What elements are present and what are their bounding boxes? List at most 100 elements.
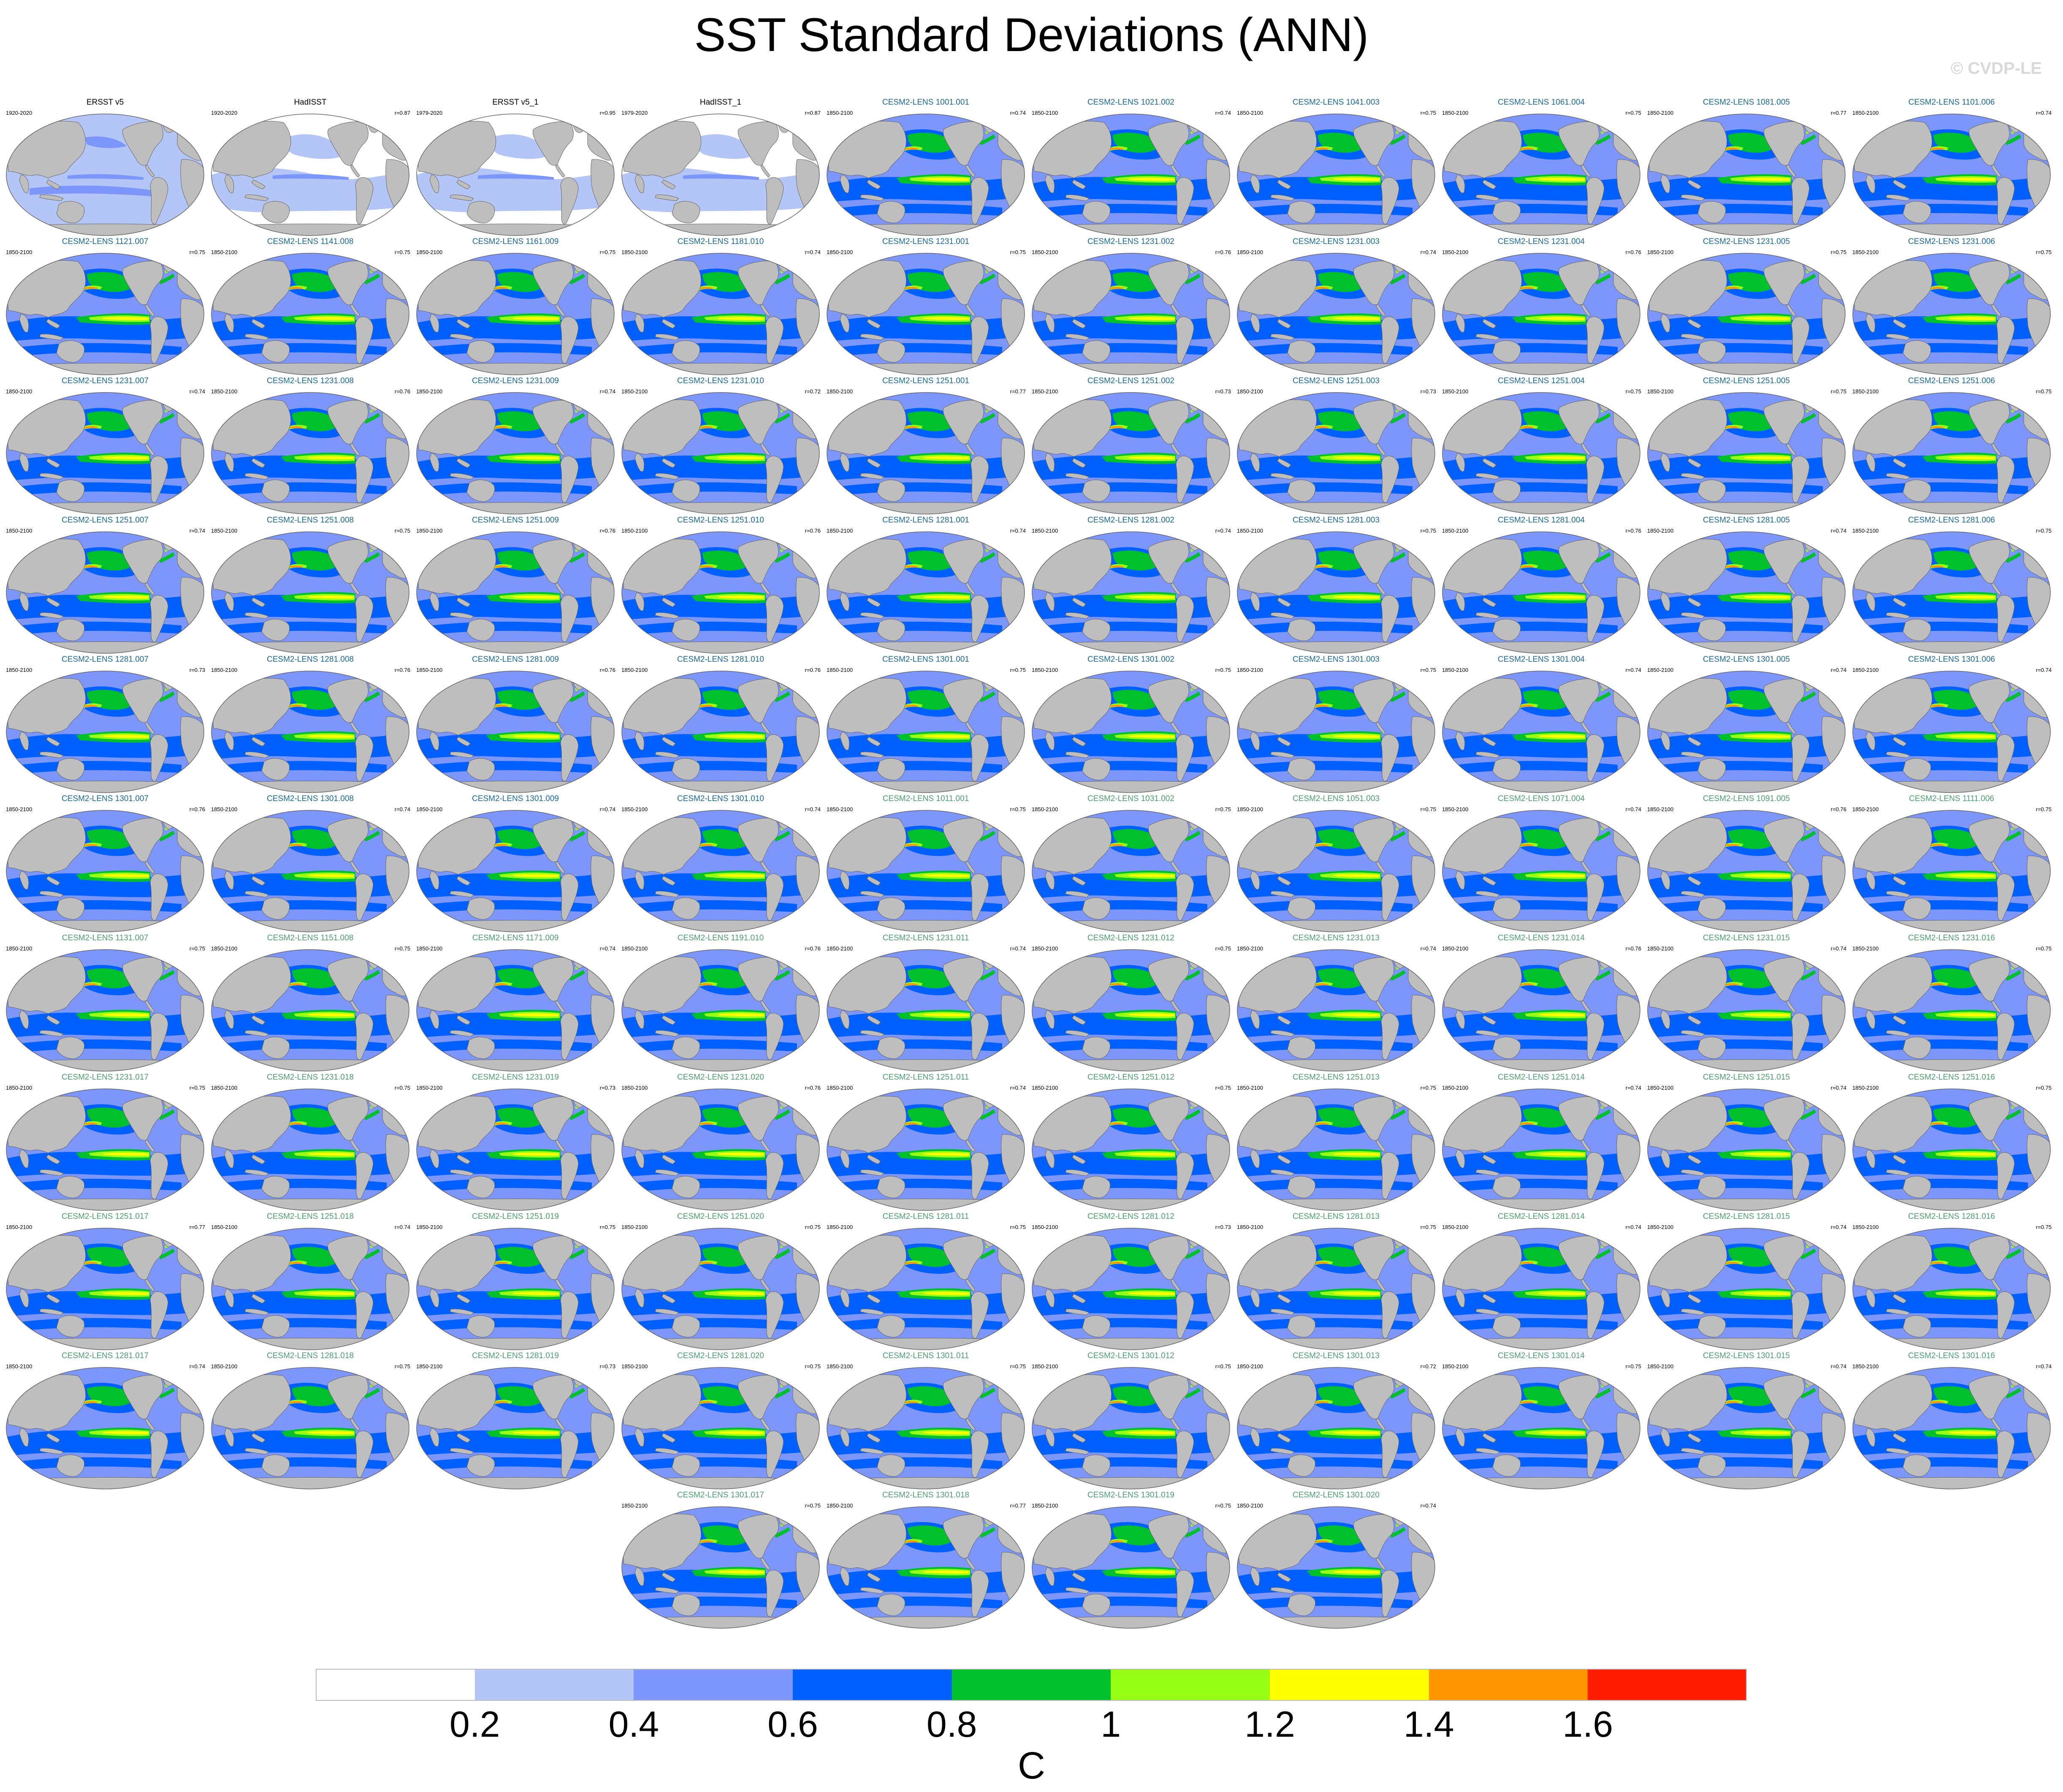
map-outline: [6, 949, 204, 1072]
panel-period: 1850-2100: [416, 528, 443, 534]
land-mass: [1082, 1037, 1111, 1059]
world-map: [1237, 1228, 1435, 1350]
land-mass: [1455, 1428, 1465, 1447]
land-mass: [224, 731, 234, 750]
map-outline: [1032, 392, 1230, 514]
land-mass: [224, 174, 234, 193]
land-mass: [860, 1448, 884, 1455]
map-outline: [1237, 114, 1435, 236]
world-map: [6, 253, 204, 375]
land-mass: [1865, 1289, 1876, 1307]
land-mass: [867, 1433, 881, 1443]
land-mass: [1475, 752, 1500, 758]
land-mass: [867, 458, 881, 468]
map-outline: [1852, 671, 2051, 793]
panel-period: 1850-2100: [1852, 528, 1879, 534]
panel-title: CESM2-LENS 1281.010: [677, 655, 764, 664]
map-outline: [416, 810, 615, 932]
panel-period: 1850-2100: [1237, 528, 1263, 534]
map-outline: [416, 253, 615, 375]
panel-period: 1850-2100: [1032, 1224, 1058, 1230]
land-mass: [840, 453, 850, 472]
panel-period: 1850-2100: [1647, 806, 1674, 812]
world-map: [1647, 1228, 1846, 1350]
land-mass: [244, 1309, 269, 1316]
map-outline: [1237, 1088, 1435, 1211]
panel-title: CESM2-LENS 1281.019: [472, 1351, 559, 1360]
land-mass: [39, 612, 64, 619]
land-mass: [1376, 164, 1386, 178]
map-panel: CESM2-LENS 1251.010 1850-2100 r=0.76: [620, 516, 821, 655]
panel-title: HadISST: [294, 98, 327, 107]
land-mass: [860, 1587, 884, 1594]
land-mass: [1171, 1139, 1181, 1153]
map-panel: CESM2-LENS 1301.015 1850-2100 r=0.74: [1646, 1351, 1847, 1491]
land-mass: [211, 502, 409, 514]
land-mass: [6, 1199, 204, 1210]
land-mass: [350, 1139, 360, 1153]
panel-title: CESM2-LENS 1301.012: [1087, 1351, 1174, 1360]
panel-title: CESM2-LENS 1041.003: [1293, 98, 1380, 107]
land-mass: [1786, 164, 1796, 178]
land-mass: [971, 1152, 989, 1199]
land-mass: [860, 195, 884, 201]
land-mass: [634, 871, 645, 890]
land-mass: [1648, 781, 1845, 793]
land-mass: [1886, 752, 1910, 758]
world-map: [1852, 671, 2051, 793]
panel-period: 1850-2100: [1442, 806, 1469, 812]
land-mass: [760, 164, 770, 178]
land-mass: [1065, 195, 1090, 201]
panel-title: CESM2-LENS 1301.007: [62, 794, 149, 803]
panel-title: CESM2-LENS 1231.020: [677, 1073, 764, 1082]
land-mass: [1786, 1418, 1796, 1431]
land-mass: [1381, 177, 1399, 225]
land-mass: [965, 1278, 976, 1292]
panel-correlation: r=0.74: [1010, 528, 1026, 534]
land-mass: [760, 443, 770, 456]
land-mass: [46, 1294, 60, 1304]
land-mass: [1032, 363, 1230, 375]
world-map: [6, 1367, 204, 1489]
land-mass: [877, 1315, 905, 1337]
land-mass: [450, 473, 474, 480]
map-outline: [1442, 531, 1640, 654]
panel-title: CESM2-LENS 1101.006: [1908, 98, 1995, 107]
land-mass: [1660, 453, 1670, 472]
panel-correlation: r=0.75: [1420, 528, 1436, 534]
panel-title: CESM2-LENS 1111.006: [1909, 794, 1994, 803]
land-mass: [634, 1149, 645, 1168]
land-mass: [1581, 303, 1591, 317]
panel-title: CESM2-LENS 1301.002: [1087, 655, 1174, 664]
panel-correlation: r=0.75: [394, 528, 410, 534]
panel-period: 1850-2100: [621, 528, 648, 534]
panel-period: 1850-2100: [6, 667, 33, 673]
land-mass: [965, 1000, 976, 1013]
colorbar-tick-label: 1.2: [1244, 1704, 1295, 1745]
land-mass: [1176, 1570, 1194, 1617]
land-mass: [244, 612, 269, 619]
world-map: [827, 1088, 1025, 1211]
land-mass: [19, 731, 29, 750]
world-map: [1852, 114, 2051, 236]
world-map: [416, 1228, 615, 1350]
map-outline: [6, 114, 204, 236]
panel-title: CESM2-LENS 1231.001: [882, 237, 969, 246]
panel-period: 1850-2100: [1237, 249, 1263, 255]
world-map: [1032, 392, 1230, 514]
panel-correlation: r=0.76: [1830, 806, 1846, 812]
panel-title: CESM2-LENS 1281.012: [1087, 1212, 1174, 1221]
map-panel: CESM2-LENS 1281.008 1850-2100 r=0.76: [209, 655, 411, 794]
land-mass: [1581, 1418, 1591, 1431]
colorbar-frame: [316, 1669, 1747, 1701]
world-map: [6, 1228, 204, 1350]
land-mass: [1277, 179, 1291, 189]
map-outline: [1852, 392, 2051, 514]
land-mass: [429, 592, 439, 611]
panel-period: 1850-2100: [1237, 1085, 1263, 1091]
land-mass: [19, 1010, 29, 1029]
map-panel: CESM2-LENS 1231.013 1850-2100 r=0.74: [1235, 934, 1437, 1073]
panel-title: CESM2-LENS 1251.001: [882, 376, 969, 385]
land-mass: [1442, 1059, 1640, 1071]
world-map: [827, 949, 1025, 1072]
